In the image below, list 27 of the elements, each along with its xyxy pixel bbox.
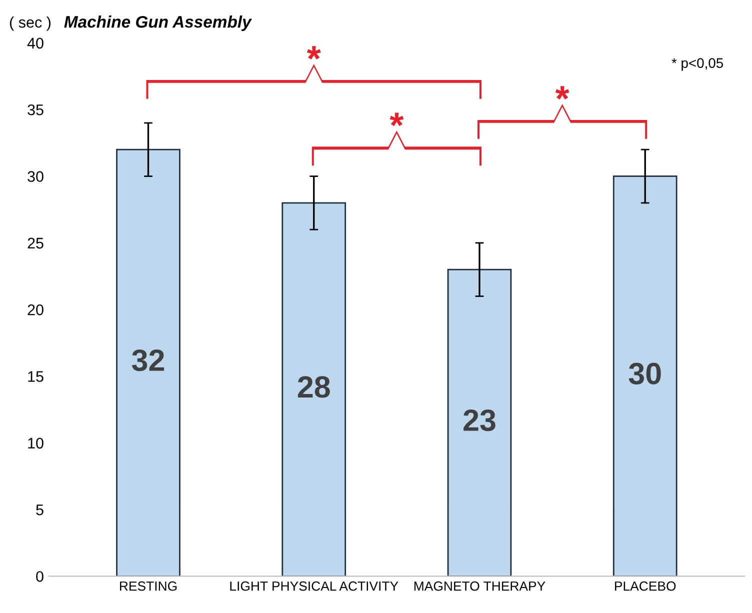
y-tick-label: 0	[36, 571, 44, 582]
y-tick-label: 25	[28, 238, 44, 249]
data-label: 30	[628, 362, 661, 384]
annotation: * p<0,05	[672, 58, 724, 71]
y-tick-label: 40	[27, 38, 44, 49]
bar	[282, 202, 346, 576]
x-tick-label: RESTING	[120, 581, 177, 591]
data-label: 23	[464, 409, 496, 432]
y-tick-label: 10	[28, 438, 44, 449]
data-label: 28	[298, 376, 330, 398]
chart-title: Machine Gun Assembly	[64, 16, 252, 32]
x-tick-label: LIGHT PHYSICAL ACTIVITY	[230, 581, 398, 591]
annotation: *	[555, 86, 570, 100]
y-tick-label: 5	[36, 504, 44, 516]
y-tick-label: 20	[28, 304, 44, 316]
x-tick-label: MAGNETO THERAPY	[414, 581, 546, 591]
bar	[612, 176, 678, 576]
data-label: 32	[132, 349, 164, 372]
annotation: *	[306, 46, 321, 60]
bar	[116, 148, 180, 576]
annotation: *	[390, 112, 404, 126]
y-tick-label: 15	[28, 371, 44, 382]
x-tick-label: PLACEBO	[615, 581, 676, 591]
y-tick-label: 35	[28, 104, 44, 116]
bar	[447, 268, 512, 576]
y-axis-title: ( sec )	[10, 16, 51, 31]
y-tick-label: 30	[28, 171, 44, 182]
